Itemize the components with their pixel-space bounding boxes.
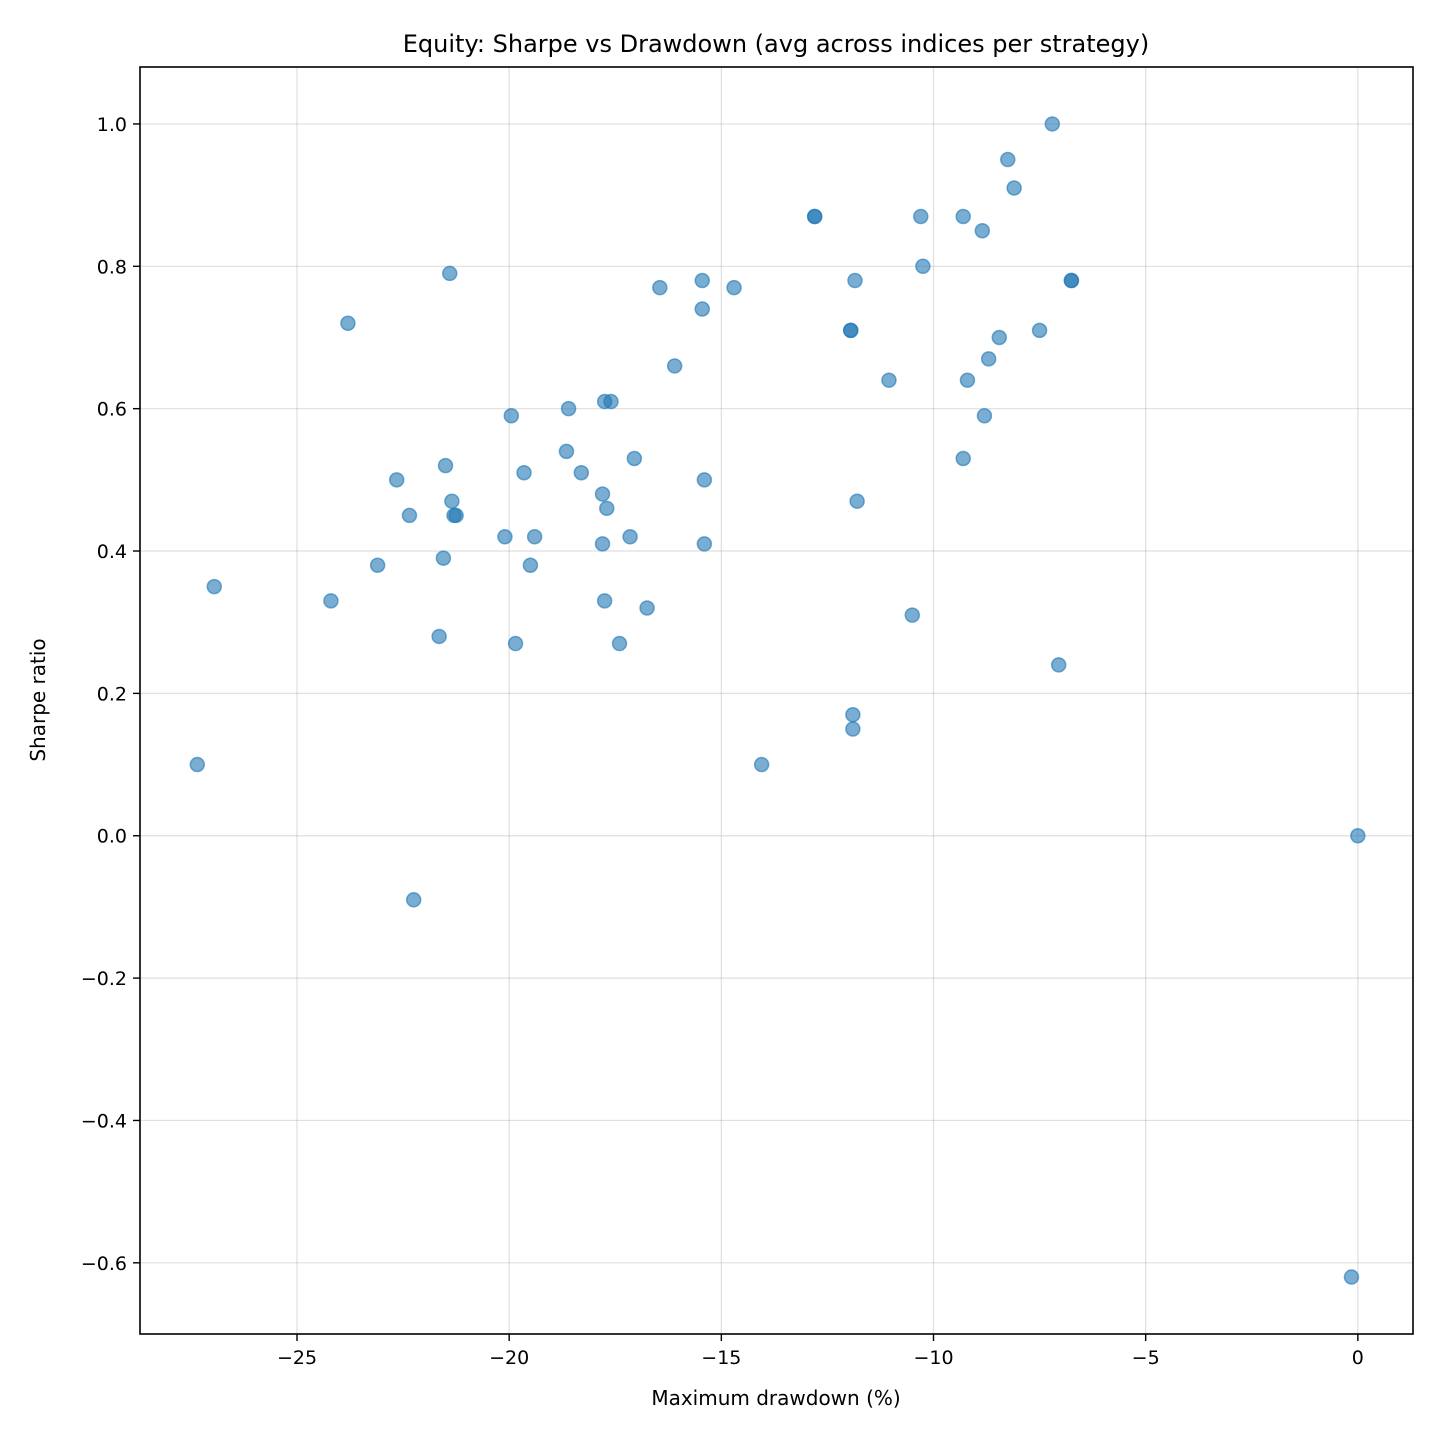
- data-point: [696, 472, 713, 488]
- data-point: [666, 358, 683, 374]
- data-point: [558, 443, 575, 460]
- data-point: [340, 315, 356, 331]
- data-point: [522, 557, 539, 574]
- data-point: [726, 279, 742, 296]
- x-axis-ticks: −25 −20 −15 −10 −5 0: [277, 1334, 1364, 1369]
- data-point: [1044, 116, 1061, 132]
- y-tick-label: 0.4: [97, 541, 127, 563]
- y-axis-label: Sharpe ratio: [26, 638, 50, 761]
- data-point: [976, 408, 993, 424]
- data-point: [955, 450, 971, 467]
- x-tick-label: 0: [1352, 1347, 1364, 1369]
- data-point: [959, 372, 976, 388]
- data-point: [696, 536, 713, 552]
- data-point: [991, 329, 1008, 346]
- data-point: [388, 472, 405, 488]
- plot-frame: [139, 66, 1414, 1335]
- x-axis-label: Maximum drawdown (%): [651, 1386, 900, 1410]
- data-point: [594, 536, 611, 552]
- data-point: [442, 265, 458, 282]
- data-point: [1350, 827, 1366, 844]
- data-point: [904, 607, 921, 623]
- data-point: [753, 756, 770, 773]
- data-point: [694, 301, 710, 317]
- data-point: [497, 529, 513, 545]
- data-point: [594, 486, 611, 502]
- data-point: [845, 706, 861, 723]
- data-point: [622, 529, 638, 545]
- data-point: [599, 500, 615, 517]
- x-tick-label: −15: [701, 1347, 741, 1369]
- data-point: [401, 507, 418, 524]
- x-tick-label: −10: [913, 1347, 953, 1369]
- data-point: [639, 600, 655, 616]
- data-point: [843, 322, 859, 339]
- data-point: [435, 550, 452, 566]
- data-point: [1063, 272, 1080, 289]
- data-point: [1031, 322, 1048, 339]
- y-tick-label: −0.2: [81, 968, 127, 990]
- grid-lines: [140, 67, 1413, 1334]
- data-point: [974, 222, 991, 239]
- data-point: [849, 493, 865, 509]
- y-tick-label: 1.0: [97, 114, 127, 136]
- y-tick-label: 0.0: [97, 826, 127, 848]
- data-point: [915, 258, 931, 275]
- data-point: [323, 593, 339, 609]
- data-point: [913, 208, 929, 225]
- data-point: [1000, 151, 1016, 168]
- y-tick-label: 0.8: [97, 256, 127, 278]
- data-point: [503, 408, 520, 424]
- data-point: [845, 721, 861, 737]
- data-point: [847, 272, 863, 289]
- y-axis-ticks: −0.6 −0.4 −0.2 0.0 0.2 0.4 0.6 0.8 1.0: [81, 114, 140, 1275]
- data-point: [448, 507, 464, 524]
- data-point: [806, 208, 823, 225]
- data-point: [652, 279, 668, 296]
- data-point: [560, 400, 577, 417]
- data-point: [189, 756, 206, 773]
- y-tick-label: −0.4: [81, 1110, 127, 1132]
- data-point: [1050, 657, 1067, 673]
- y-tick-label: 0.2: [97, 683, 127, 705]
- data-point: [507, 635, 524, 652]
- x-tick-label: −20: [489, 1347, 529, 1369]
- data-point: [437, 457, 454, 474]
- data-point: [596, 593, 613, 609]
- data-point: [626, 450, 643, 467]
- data-point: [369, 557, 386, 574]
- data-point: [980, 351, 997, 367]
- data-point: [206, 578, 223, 595]
- data-point: [431, 628, 447, 645]
- x-tick-label: −5: [1132, 1347, 1160, 1369]
- data-point: [516, 464, 532, 481]
- data-point: [1343, 1269, 1360, 1285]
- data-point: [405, 892, 422, 908]
- data-point: [1006, 180, 1022, 196]
- data-point: [694, 272, 710, 289]
- y-tick-label: −0.6: [81, 1253, 127, 1275]
- data-point: [611, 635, 628, 652]
- x-tick-label: −25: [277, 1347, 317, 1369]
- data-point: [603, 393, 619, 410]
- data-point: [573, 464, 590, 481]
- data-points: [189, 116, 1366, 1285]
- data-point: [881, 372, 897, 388]
- data-point: [955, 208, 971, 225]
- data-point: [526, 529, 543, 545]
- y-tick-label: 0.6: [97, 399, 127, 421]
- chart-title: Equity: Sharpe vs Drawdown (avg across i…: [403, 30, 1149, 58]
- data-point: [444, 493, 460, 509]
